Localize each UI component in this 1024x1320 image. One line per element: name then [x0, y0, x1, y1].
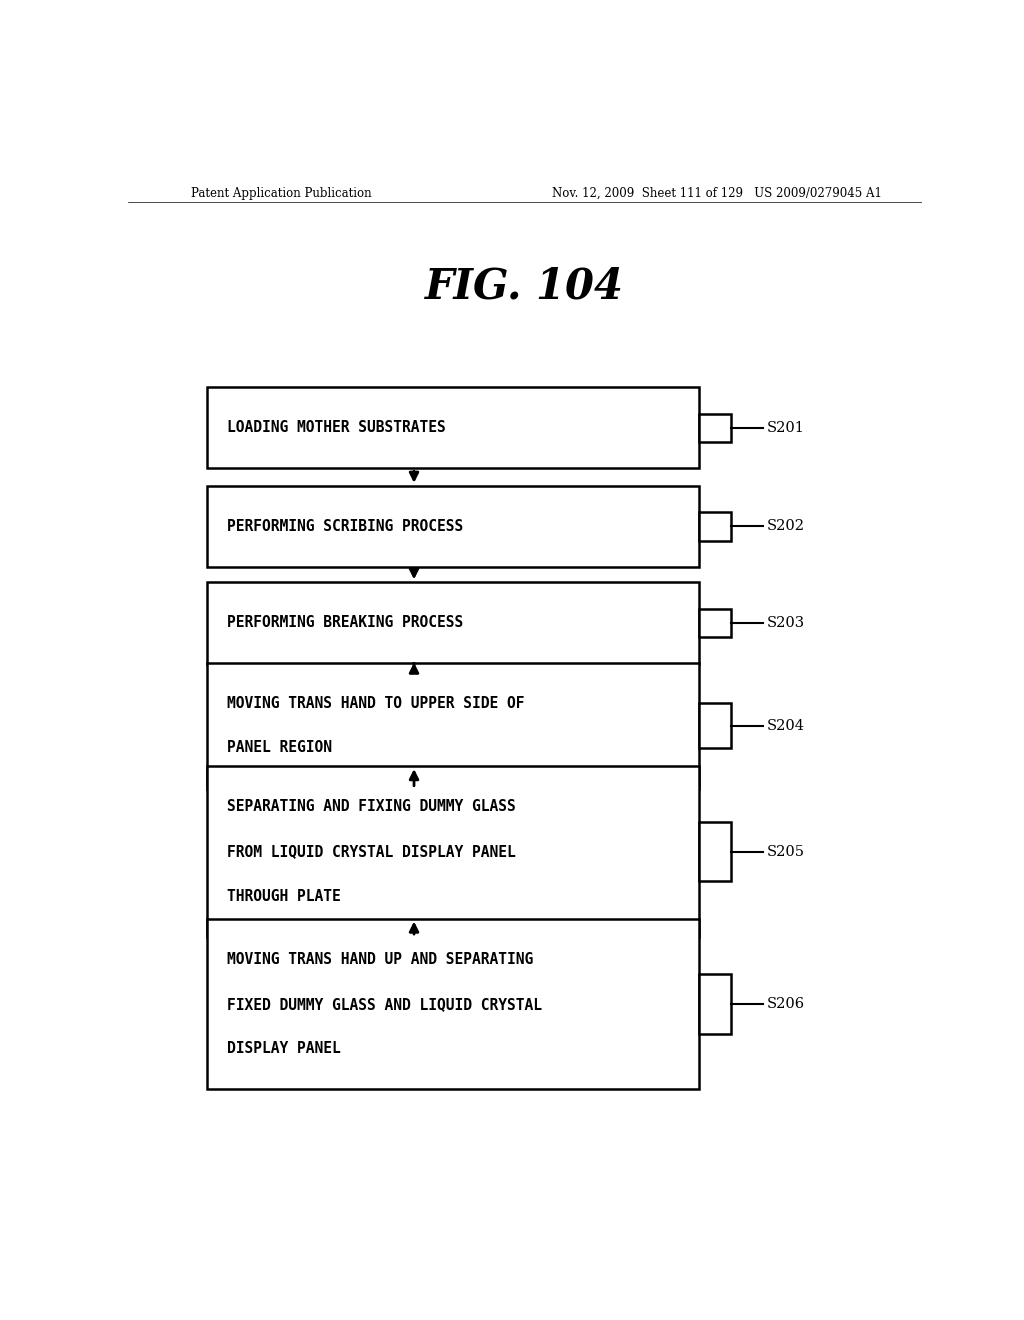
- Text: S201: S201: [767, 421, 805, 434]
- Bar: [207, 919, 699, 1089]
- Text: S205: S205: [767, 845, 805, 858]
- Bar: [207, 486, 699, 568]
- Bar: [699, 974, 731, 1034]
- Text: THROUGH PLATE: THROUGH PLATE: [227, 888, 341, 904]
- Text: PANEL REGION: PANEL REGION: [227, 741, 332, 755]
- Text: S202: S202: [767, 519, 805, 533]
- Text: PERFORMING BREAKING PROCESS: PERFORMING BREAKING PROCESS: [227, 615, 464, 631]
- Text: LOADING MOTHER SUBSTRATES: LOADING MOTHER SUBSTRATES: [227, 420, 445, 436]
- Text: S204: S204: [767, 718, 805, 733]
- Text: PERFORMING SCRIBING PROCESS: PERFORMING SCRIBING PROCESS: [227, 519, 464, 533]
- Text: Patent Application Publication: Patent Application Publication: [191, 187, 372, 199]
- Bar: [699, 512, 731, 541]
- Bar: [699, 704, 731, 747]
- Bar: [699, 413, 731, 442]
- Text: MOVING TRANS HAND TO UPPER SIDE OF: MOVING TRANS HAND TO UPPER SIDE OF: [227, 696, 524, 710]
- Text: FIXED DUMMY GLASS AND LIQUID CRYSTAL: FIXED DUMMY GLASS AND LIQUID CRYSTAL: [227, 997, 542, 1011]
- Text: S203: S203: [767, 616, 805, 630]
- Text: FIG. 104: FIG. 104: [425, 265, 625, 308]
- Bar: [699, 822, 731, 882]
- Bar: [207, 766, 699, 937]
- Text: SEPARATING AND FIXING DUMMY GLASS: SEPARATING AND FIXING DUMMY GLASS: [227, 800, 516, 814]
- Text: S206: S206: [767, 997, 805, 1011]
- Bar: [207, 582, 699, 664]
- Bar: [699, 609, 731, 638]
- Bar: [207, 663, 699, 788]
- Bar: [207, 387, 699, 469]
- Text: MOVING TRANS HAND UP AND SEPARATING: MOVING TRANS HAND UP AND SEPARATING: [227, 952, 534, 966]
- Text: Nov. 12, 2009  Sheet 111 of 129   US 2009/0279045 A1: Nov. 12, 2009 Sheet 111 of 129 US 2009/0…: [552, 187, 882, 199]
- Text: DISPLAY PANEL: DISPLAY PANEL: [227, 1041, 341, 1056]
- Text: FROM LIQUID CRYSTAL DISPLAY PANEL: FROM LIQUID CRYSTAL DISPLAY PANEL: [227, 843, 516, 859]
